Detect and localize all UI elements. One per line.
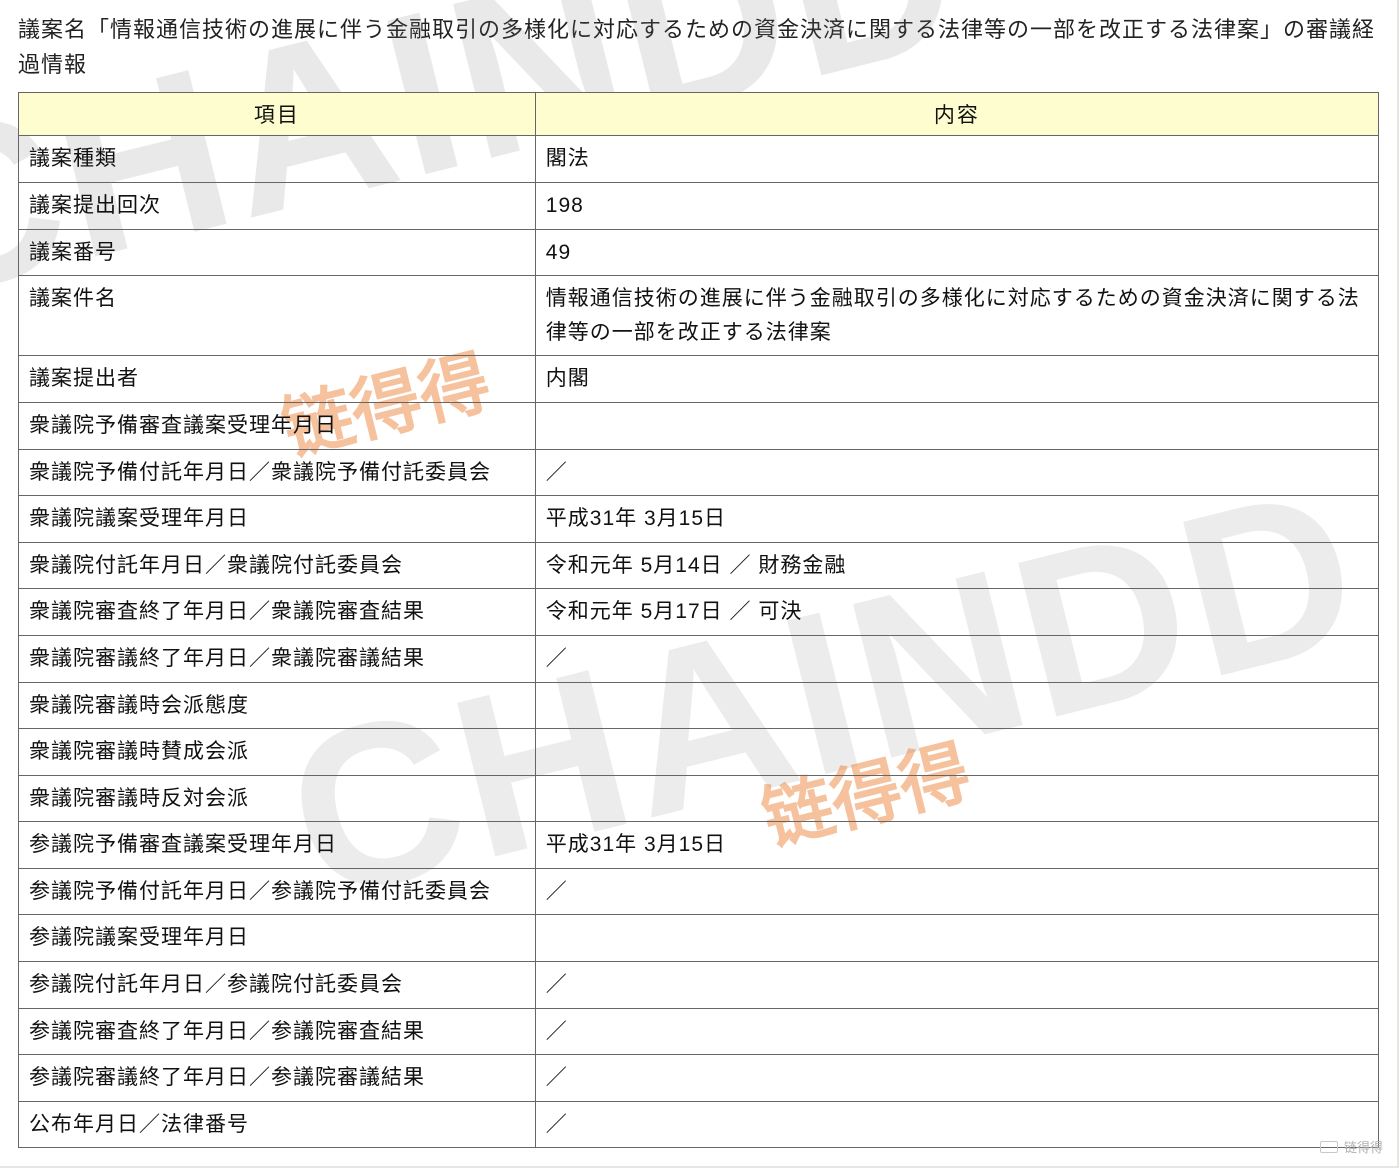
bill-progress-table: 項目 内容 議案種類閣法議案提出回次198議案番号49議案件名情報通信技術の進展… [18, 92, 1379, 1148]
table-row: 参議院審査終了年月日／参議院審査結果／ [19, 1008, 1379, 1055]
col-header-content: 内容 [535, 93, 1378, 136]
row-item-label: 衆議院審議終了年月日／衆議院審議結果 [19, 635, 536, 682]
row-item-label: 衆議院審議時会派態度 [19, 682, 536, 729]
table-row: 議案番号49 [19, 229, 1379, 276]
row-item-label: 参議院予備審査議案受理年月日 [19, 822, 536, 869]
row-item-value: ／ [535, 635, 1378, 682]
row-item-label: 衆議院予備付託年月日／衆議院予備付託委員会 [19, 449, 536, 496]
row-item-value: ／ [535, 962, 1378, 1009]
table-body: 議案種類閣法議案提出回次198議案番号49議案件名情報通信技術の進展に伴う金融取… [19, 136, 1379, 1148]
row-item-label: 公布年月日／法律番号 [19, 1101, 536, 1148]
table-row: 衆議院審議時賛成会派 [19, 729, 1379, 776]
row-item-label: 衆議院予備審査議案受理年月日 [19, 402, 536, 449]
source-badge: 链得得 [1320, 1137, 1383, 1156]
row-item-value: ／ [535, 868, 1378, 915]
table-row: 議案提出回次198 [19, 182, 1379, 229]
table-row: 参議院予備付託年月日／参議院予備付託委員会／ [19, 868, 1379, 915]
row-item-value: 198 [535, 182, 1378, 229]
row-item-label: 衆議院議案受理年月日 [19, 496, 536, 543]
row-item-label: 参議院付託年月日／参議院付託委員会 [19, 962, 536, 1009]
row-item-value: 令和元年 5月14日 ／ 財務金融 [535, 542, 1378, 589]
table-row: 参議院審議終了年月日／参議院審議結果／ [19, 1055, 1379, 1102]
row-item-value: ／ [535, 1055, 1378, 1102]
row-item-value: ／ [535, 1101, 1378, 1148]
row-item-value: 平成31年 3月15日 [535, 496, 1378, 543]
row-item-value [535, 402, 1378, 449]
row-item-value: 令和元年 5月17日 ／ 可決 [535, 589, 1378, 636]
row-item-label: 参議院審議終了年月日／参議院審議結果 [19, 1055, 536, 1102]
row-item-label: 参議院議案受理年月日 [19, 915, 536, 962]
table-row: 参議院議案受理年月日 [19, 915, 1379, 962]
row-item-value: ／ [535, 1008, 1378, 1055]
row-item-value [535, 915, 1378, 962]
row-item-label: 議案提出回次 [19, 182, 536, 229]
row-item-value [535, 729, 1378, 776]
row-item-label: 議案提出者 [19, 356, 536, 403]
table-row: 議案種類閣法 [19, 136, 1379, 183]
page-container: CHAINDD 链得得 CHAINDD 链得得 議案名「情報通信技術の進展に伴う… [0, 0, 1399, 1168]
source-badge-text: 链得得 [1344, 1137, 1383, 1156]
row-item-value [535, 775, 1378, 822]
row-item-value [535, 682, 1378, 729]
row-item-label: 衆議院審議時賛成会派 [19, 729, 536, 776]
row-item-label: 衆議院審議時反対会派 [19, 775, 536, 822]
table-row: 衆議院審査終了年月日／衆議院審査結果令和元年 5月17日 ／ 可決 [19, 589, 1379, 636]
table-row: 議案提出者内閣 [19, 356, 1379, 403]
row-item-value: 平成31年 3月15日 [535, 822, 1378, 869]
col-header-item: 項目 [19, 93, 536, 136]
row-item-label: 衆議院付託年月日／衆議院付託委員会 [19, 542, 536, 589]
row-item-label: 議案番号 [19, 229, 536, 276]
table-row: 議案件名情報通信技術の進展に伴う金融取引の多様化に対応するための資金決済に関する… [19, 276, 1379, 356]
table-row: 参議院予備審査議案受理年月日平成31年 3月15日 [19, 822, 1379, 869]
page-title: 議案名「情報通信技術の進展に伴う金融取引の多様化に対応するための資金決済に関する… [18, 12, 1379, 82]
table-row: 衆議院審議時反対会派 [19, 775, 1379, 822]
row-item-label: 議案件名 [19, 276, 536, 356]
row-item-value: 情報通信技術の進展に伴う金融取引の多様化に対応するための資金決済に関する法律等の… [535, 276, 1378, 356]
row-item-value: 閣法 [535, 136, 1378, 183]
table-row: 衆議院審議終了年月日／衆議院審議結果／ [19, 635, 1379, 682]
source-badge-icon [1320, 1141, 1338, 1153]
row-item-label: 衆議院審査終了年月日／衆議院審査結果 [19, 589, 536, 636]
row-item-value: 49 [535, 229, 1378, 276]
table-row: 公布年月日／法律番号／ [19, 1101, 1379, 1148]
row-item-value: 内閣 [535, 356, 1378, 403]
row-item-label: 参議院予備付託年月日／参議院予備付託委員会 [19, 868, 536, 915]
table-row: 衆議院審議時会派態度 [19, 682, 1379, 729]
table-row: 参議院付託年月日／参議院付託委員会／ [19, 962, 1379, 1009]
table-header-row: 項目 内容 [19, 93, 1379, 136]
row-item-label: 議案種類 [19, 136, 536, 183]
table-row: 衆議院付託年月日／衆議院付託委員会令和元年 5月14日 ／ 財務金融 [19, 542, 1379, 589]
row-item-label: 参議院審査終了年月日／参議院審査結果 [19, 1008, 536, 1055]
row-item-value: ／ [535, 449, 1378, 496]
table-row: 衆議院議案受理年月日平成31年 3月15日 [19, 496, 1379, 543]
table-row: 衆議院予備審査議案受理年月日 [19, 402, 1379, 449]
table-row: 衆議院予備付託年月日／衆議院予備付託委員会／ [19, 449, 1379, 496]
